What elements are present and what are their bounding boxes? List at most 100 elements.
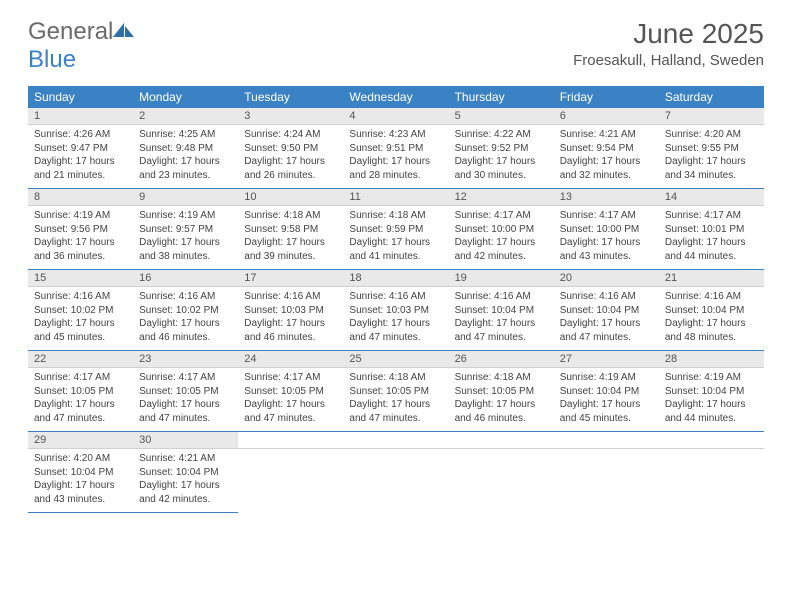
logo-text-general: General <box>28 18 113 45</box>
day-cell: 9Sunrise: 4:19 AMSunset: 9:57 PMDaylight… <box>133 189 238 270</box>
day-number: 27 <box>554 351 659 368</box>
sunrise-text: Sunrise: 4:20 AM <box>34 452 127 466</box>
sunrise-text: Sunrise: 4:16 AM <box>665 290 758 304</box>
day-number: 22 <box>28 351 133 368</box>
daylight-text: Daylight: 17 hours and 44 minutes. <box>665 236 758 263</box>
day-cell: 27Sunrise: 4:19 AMSunset: 10:04 PMDaylig… <box>554 351 659 432</box>
daylight-text: Daylight: 17 hours and 23 minutes. <box>139 155 232 182</box>
day-number: 8 <box>28 189 133 206</box>
day-cell: 25Sunrise: 4:18 AMSunset: 10:05 PMDaylig… <box>343 351 448 432</box>
day-cell <box>554 432 659 513</box>
daylight-text: Daylight: 17 hours and 45 minutes. <box>34 317 127 344</box>
day-cell: 26Sunrise: 4:18 AMSunset: 10:05 PMDaylig… <box>449 351 554 432</box>
sunrise-text: Sunrise: 4:18 AM <box>349 371 442 385</box>
dayname-thu: Thursday <box>449 86 554 108</box>
day-number: 12 <box>449 189 554 206</box>
dayname-fri: Friday <box>554 86 659 108</box>
week-row: 1Sunrise: 4:26 AMSunset: 9:47 PMDaylight… <box>28 108 764 189</box>
sunset-text: Sunset: 10:03 PM <box>244 304 337 318</box>
day-body: Sunrise: 4:17 AMSunset: 10:05 PMDaylight… <box>238 368 343 431</box>
sunset-text: Sunset: 10:02 PM <box>139 304 232 318</box>
day-cell: 28Sunrise: 4:19 AMSunset: 10:04 PMDaylig… <box>659 351 764 432</box>
day-cell: 30Sunrise: 4:21 AMSunset: 10:04 PMDaylig… <box>133 432 238 513</box>
logo-sail-icon <box>113 23 135 39</box>
day-cell: 22Sunrise: 4:17 AMSunset: 10:05 PMDaylig… <box>28 351 133 432</box>
sunrise-text: Sunrise: 4:16 AM <box>349 290 442 304</box>
daylight-text: Daylight: 17 hours and 41 minutes. <box>349 236 442 263</box>
sunset-text: Sunset: 10:04 PM <box>665 385 758 399</box>
day-number: 3 <box>238 108 343 125</box>
sunrise-text: Sunrise: 4:16 AM <box>455 290 548 304</box>
day-body: Sunrise: 4:19 AMSunset: 10:04 PMDaylight… <box>554 368 659 431</box>
header: General Blue June 2025 Froesakull, Halla… <box>28 18 764 74</box>
sunrise-text: Sunrise: 4:16 AM <box>139 290 232 304</box>
day-cell <box>449 432 554 513</box>
sunrise-text: Sunrise: 4:25 AM <box>139 128 232 142</box>
day-number: 16 <box>133 270 238 287</box>
sunset-text: Sunset: 10:05 PM <box>139 385 232 399</box>
day-cell: 21Sunrise: 4:16 AMSunset: 10:04 PMDaylig… <box>659 270 764 351</box>
sunset-text: Sunset: 10:01 PM <box>665 223 758 237</box>
sunrise-text: Sunrise: 4:16 AM <box>34 290 127 304</box>
sunrise-text: Sunrise: 4:19 AM <box>665 371 758 385</box>
day-body: Sunrise: 4:22 AMSunset: 9:52 PMDaylight:… <box>449 125 554 188</box>
day-body: Sunrise: 4:18 AMSunset: 10:05 PMDaylight… <box>343 368 448 431</box>
day-cell: 12Sunrise: 4:17 AMSunset: 10:00 PMDaylig… <box>449 189 554 270</box>
day-body: Sunrise: 4:25 AMSunset: 9:48 PMDaylight:… <box>133 125 238 188</box>
day-cell: 4Sunrise: 4:23 AMSunset: 9:51 PMDaylight… <box>343 108 448 189</box>
day-number: 26 <box>449 351 554 368</box>
sunset-text: Sunset: 10:04 PM <box>139 466 232 480</box>
sunset-text: Sunset: 10:03 PM <box>349 304 442 318</box>
day-body: Sunrise: 4:26 AMSunset: 9:47 PMDaylight:… <box>28 125 133 188</box>
day-body: Sunrise: 4:20 AMSunset: 9:55 PMDaylight:… <box>659 125 764 188</box>
sunset-text: Sunset: 10:04 PM <box>34 466 127 480</box>
day-number: 10 <box>238 189 343 206</box>
day-cell: 1Sunrise: 4:26 AMSunset: 9:47 PMDaylight… <box>28 108 133 189</box>
day-body: Sunrise: 4:16 AMSunset: 10:02 PMDaylight… <box>28 287 133 350</box>
sunrise-text: Sunrise: 4:20 AM <box>665 128 758 142</box>
sunset-text: Sunset: 9:50 PM <box>244 142 337 156</box>
day-cell: 7Sunrise: 4:20 AMSunset: 9:55 PMDaylight… <box>659 108 764 189</box>
daylight-text: Daylight: 17 hours and 32 minutes. <box>560 155 653 182</box>
day-number: 11 <box>343 189 448 206</box>
sunrise-text: Sunrise: 4:24 AM <box>244 128 337 142</box>
day-cell: 23Sunrise: 4:17 AMSunset: 10:05 PMDaylig… <box>133 351 238 432</box>
daylight-text: Daylight: 17 hours and 44 minutes. <box>665 398 758 425</box>
daylight-text: Daylight: 17 hours and 26 minutes. <box>244 155 337 182</box>
day-cell: 17Sunrise: 4:16 AMSunset: 10:03 PMDaylig… <box>238 270 343 351</box>
sunrise-text: Sunrise: 4:17 AM <box>560 209 653 223</box>
sunrise-text: Sunrise: 4:18 AM <box>349 209 442 223</box>
day-body: Sunrise: 4:20 AMSunset: 10:04 PMDaylight… <box>28 449 133 512</box>
sunrise-text: Sunrise: 4:19 AM <box>560 371 653 385</box>
daylight-text: Daylight: 17 hours and 46 minutes. <box>139 317 232 344</box>
sunset-text: Sunset: 10:02 PM <box>34 304 127 318</box>
location: Froesakull, Halland, Sweden <box>573 52 764 69</box>
daylight-text: Daylight: 17 hours and 38 minutes. <box>139 236 232 263</box>
week-row: 8Sunrise: 4:19 AMSunset: 9:56 PMDaylight… <box>28 189 764 270</box>
day-body: Sunrise: 4:16 AMSunset: 10:04 PMDaylight… <box>659 287 764 350</box>
daylight-text: Daylight: 17 hours and 48 minutes. <box>665 317 758 344</box>
day-body: Sunrise: 4:19 AMSunset: 10:04 PMDaylight… <box>659 368 764 431</box>
day-cell: 14Sunrise: 4:17 AMSunset: 10:01 PMDaylig… <box>659 189 764 270</box>
sunrise-text: Sunrise: 4:22 AM <box>455 128 548 142</box>
daylight-text: Daylight: 17 hours and 34 minutes. <box>665 155 758 182</box>
day-cell: 10Sunrise: 4:18 AMSunset: 9:58 PMDayligh… <box>238 189 343 270</box>
day-header-row: Sunday Monday Tuesday Wednesday Thursday… <box>28 86 764 108</box>
day-number: 6 <box>554 108 659 125</box>
day-body: Sunrise: 4:16 AMSunset: 10:04 PMDaylight… <box>554 287 659 350</box>
day-number: 17 <box>238 270 343 287</box>
sunrise-text: Sunrise: 4:17 AM <box>665 209 758 223</box>
day-cell: 8Sunrise: 4:19 AMSunset: 9:56 PMDaylight… <box>28 189 133 270</box>
dayname-tue: Tuesday <box>238 86 343 108</box>
sunset-text: Sunset: 10:04 PM <box>560 385 653 399</box>
logo: General Blue <box>28 18 135 74</box>
daylight-text: Daylight: 17 hours and 47 minutes. <box>349 398 442 425</box>
sunrise-text: Sunrise: 4:21 AM <box>560 128 653 142</box>
day-number: 13 <box>554 189 659 206</box>
sunrise-text: Sunrise: 4:17 AM <box>34 371 127 385</box>
sunset-text: Sunset: 10:04 PM <box>455 304 548 318</box>
day-body: Sunrise: 4:17 AMSunset: 10:00 PMDaylight… <box>449 206 554 269</box>
week-row: 15Sunrise: 4:16 AMSunset: 10:02 PMDaylig… <box>28 270 764 351</box>
sunset-text: Sunset: 10:05 PM <box>244 385 337 399</box>
logo-text-blue: Blue <box>28 46 76 73</box>
